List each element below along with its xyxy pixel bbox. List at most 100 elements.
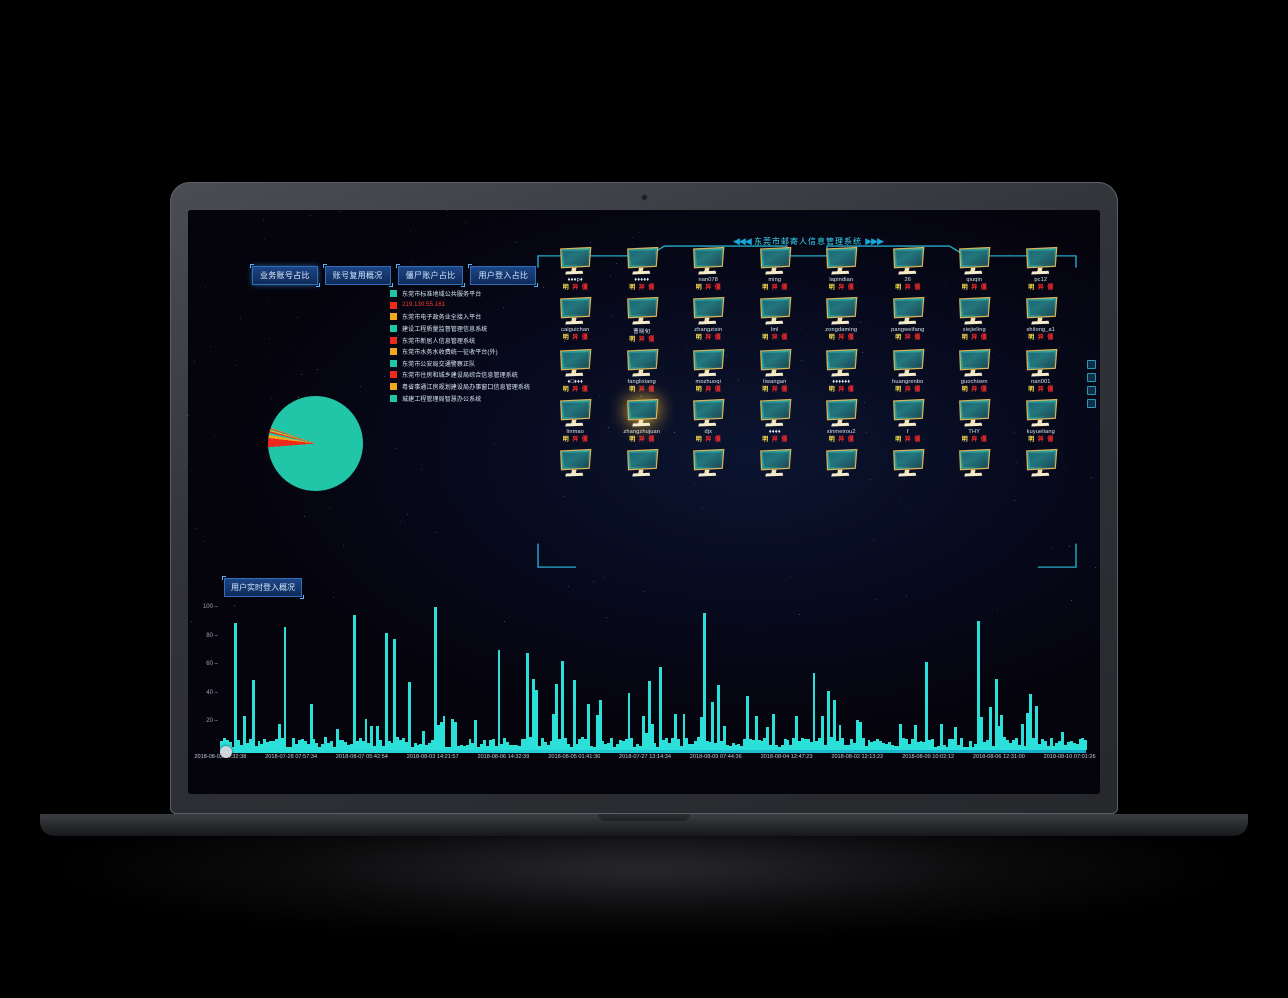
tab-3[interactable]: 僵尸账户占比 xyxy=(395,264,466,287)
bar xyxy=(347,744,351,750)
bar xyxy=(983,742,987,750)
monitor-icon xyxy=(823,398,859,428)
monitor-cell[interactable]: nan078 明异僵 xyxy=(675,246,742,291)
legend-item[interactable]: 219.130.55.161 xyxy=(390,300,530,312)
monitor-cell[interactable]: ♦♦♦♦♦ 明异僵 xyxy=(609,246,676,291)
monitor-cell[interactable]: xinmeirou2 明异僵 xyxy=(808,398,875,443)
legend-label: 东莞市住房和城乡建设局综合信息管理系统 xyxy=(402,373,518,380)
bar xyxy=(329,740,333,750)
legend-item[interactable]: 城建工程管理局智慧办公系统 xyxy=(390,392,530,404)
monitor-cell[interactable]: zongdaming 明异僵 xyxy=(808,296,875,343)
rail-icon-3[interactable] xyxy=(1087,386,1096,395)
monitor-cell[interactable] xyxy=(875,448,942,480)
legend-item[interactable]: 东莞市电子政务业全接入平台 xyxy=(390,311,530,323)
monitor-status-badges: 明异僵 xyxy=(894,334,921,341)
monitor-icon xyxy=(557,246,593,276)
monitor-cell[interactable]: caiguichan 明异僵 xyxy=(542,296,609,343)
bar xyxy=(422,731,426,750)
rail-icon-1[interactable] xyxy=(1087,360,1096,369)
monitor-cell[interactable]: ♦♦♦p♦ 明异僵 xyxy=(542,246,609,291)
monitor-cell[interactable]: lapindian 明异僵 xyxy=(808,246,875,291)
tab-2[interactable]: 账号复用概况 xyxy=(322,264,393,287)
monitor-cell[interactable]: 26 明异僵 xyxy=(875,246,942,291)
monitor-cell[interactable]: THY 明异僵 xyxy=(941,398,1008,443)
legend-item[interactable]: 建设工程质量监督管理信息系统 xyxy=(390,323,530,335)
monitor-cell[interactable] xyxy=(609,448,676,480)
bar xyxy=(1058,741,1062,750)
status-badge: 明 xyxy=(961,333,968,341)
monitor-cell[interactable]: fanglixiang 明异僵 xyxy=(609,348,676,393)
timeline-range-slider[interactable] xyxy=(220,746,232,758)
bar xyxy=(812,672,816,750)
monitor-icon xyxy=(1023,398,1059,428)
bar xyxy=(829,737,833,750)
legend-item[interactable]: 粤省事通江房规划建设局办事窗口信息管理系统 xyxy=(390,381,530,393)
bar xyxy=(809,741,813,750)
monitor-cell[interactable]: mozhuoqi 明异僵 xyxy=(675,348,742,393)
monitor-cell[interactable]: 曹晓旬明异僵 xyxy=(609,296,676,343)
monitor-status-badges: 明异僵 xyxy=(695,436,722,443)
bar xyxy=(471,743,475,750)
x-tick-label: 2018-08-04 12:47:23 xyxy=(760,754,813,760)
monitor-cell[interactable]: qiuqin 明异僵 xyxy=(941,246,1008,291)
pie-legend: 东莞市标准地域公共服务平台 219.130.55.161 东莞市电子政务业全接入平台… xyxy=(390,288,530,404)
monitor-cell[interactable]: lml 明异僵 xyxy=(742,296,809,343)
monitor-cell[interactable]: zhangzhujuan 明异僵 xyxy=(609,398,676,443)
bar xyxy=(433,607,437,750)
status-badge: 异 xyxy=(771,283,778,291)
monitor-cell[interactable] xyxy=(941,448,1008,480)
bar xyxy=(587,703,590,750)
monitor-icon xyxy=(890,448,926,478)
bar xyxy=(442,716,446,750)
legend-color-swatch xyxy=(390,371,397,379)
monitor-cell[interactable] xyxy=(542,448,609,480)
monitor-icon xyxy=(956,398,992,428)
bar xyxy=(673,713,677,750)
y-tick-label: 20 xyxy=(198,718,218,724)
monitor-cell[interactable]: ming 明异僵 xyxy=(742,246,809,291)
monitor-cell[interactable]: djx 明异僵 xyxy=(675,398,742,443)
monitor-cell[interactable]: zhangzixin 明异僵 xyxy=(675,296,742,343)
bar xyxy=(500,744,504,750)
monitor-cell[interactable]: huangrenbo 明异僵 xyxy=(875,348,942,393)
tab-4[interactable]: 用户登入占比 xyxy=(468,264,539,287)
monitor-cell[interactable]: pangweifang 明异僵 xyxy=(875,296,942,343)
tab-1[interactable]: 业务账号占比 xyxy=(250,264,320,287)
legend-item[interactable]: 东莞市住房和城乡建设局综合信息管理系统 xyxy=(390,369,530,381)
monitor-cell[interactable] xyxy=(742,448,809,480)
monitor-cell[interactable]: ♦□♦♦♦ 明异僵 xyxy=(542,348,609,393)
bar xyxy=(350,743,353,750)
monitor-cell[interactable]: ♦♦♦♦ 明异僵 xyxy=(742,398,809,443)
monitor-cell[interactable]: liwangan 明异僵 xyxy=(742,348,809,393)
bar xyxy=(578,738,582,750)
monitor-icon xyxy=(890,398,926,428)
monitor-cell[interactable]: nan001 明异僵 xyxy=(1008,348,1075,393)
monitor-cell[interactable] xyxy=(808,448,875,480)
monitor-cell[interactable] xyxy=(1008,448,1075,480)
legend-item[interactable]: 东莞市公安局交通警察正队 xyxy=(390,358,530,370)
rail-icon-4[interactable] xyxy=(1087,399,1096,408)
legend-item[interactable]: 东莞市水务水收费统一征收平台(外) xyxy=(390,346,530,358)
bar xyxy=(248,738,252,750)
pie-chart[interactable] xyxy=(268,396,363,491)
side-toolbar[interactable] xyxy=(1087,360,1096,408)
bar xyxy=(754,716,758,750)
bar xyxy=(511,744,515,750)
monitor-cell[interactable]: kuyueliang 明异僵 xyxy=(1008,398,1075,443)
rail-icon-2[interactable] xyxy=(1087,373,1096,382)
bar xyxy=(549,741,553,750)
status-badge: 明 xyxy=(562,435,569,443)
legend-item[interactable]: 东莞市新居人信息管理系统 xyxy=(390,334,530,346)
status-badge: 僵 xyxy=(1047,283,1054,291)
monitor-cell[interactable]: pc12 明异僵 xyxy=(1008,246,1075,291)
bar xyxy=(1023,746,1027,750)
legend-item[interactable]: 东莞市标准地域公共服务平台 xyxy=(390,288,530,300)
monitor-cell[interactable]: shilong_a1 明异僵 xyxy=(1008,296,1075,343)
monitor-cell[interactable]: ♦♦♦♦♦♦ 明异僵 xyxy=(808,348,875,393)
monitor-cell[interactable] xyxy=(675,448,742,480)
bar xyxy=(838,724,842,750)
monitor-cell[interactable]: guochisen 明异僵 xyxy=(941,348,1008,393)
monitor-cell[interactable]: xiejieling 明异僵 xyxy=(941,296,1008,343)
monitor-cell[interactable]: linmao 明异僵 xyxy=(542,398,609,443)
